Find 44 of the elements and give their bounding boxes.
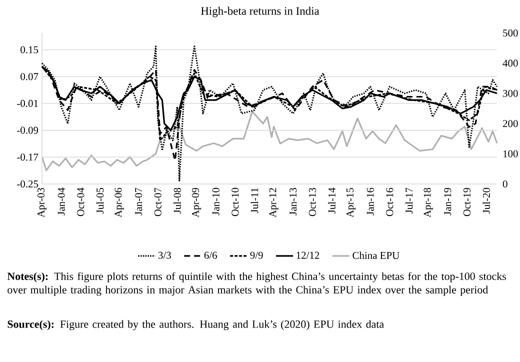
x-tick-label: Apr-06 <box>114 188 124 218</box>
legend-label: 9/9 <box>250 252 263 259</box>
x-tick-label: Jul-05 <box>96 188 104 214</box>
x-tick-label: Jan-16 <box>366 188 374 216</box>
x-tick-label: Jan-07 <box>135 188 142 216</box>
x-tick-label: Oct-16 <box>386 188 394 216</box>
x-tick-label: Oct-10 <box>232 188 239 216</box>
legend-label: China EPU <box>352 252 400 259</box>
x-tick-label: Jan-13 <box>290 188 297 216</box>
x-tick-label: Apr-09 <box>192 188 202 218</box>
x-tick-label: Oct-04 <box>77 188 84 216</box>
x-tick-label: Apr-03 <box>37 188 47 218</box>
y2-tick-label: 100 <box>503 150 518 158</box>
y2-tick-label: 500 <box>503 29 518 37</box>
x-tick-label: Apr-12 <box>269 188 278 218</box>
y-tick-label: 0.07 <box>20 73 38 80</box>
x-tick-label: Apr-18 <box>424 188 433 218</box>
text: Source(s): Figure created by the authors. Huang and Luk’s (2020) EPU index data <box>8 320 384 330</box>
x-tick-label: Oct-07 <box>154 188 162 216</box>
legend-label: 3/3 <box>158 252 171 259</box>
x-tick-label: Jul-14 <box>328 188 336 214</box>
x-tick-label: Jul-20 <box>482 188 490 214</box>
y-tick-label: -0.17 <box>17 154 38 161</box>
x-tick-label: Jan-04 <box>58 188 65 216</box>
y2-tick-label: 200 <box>502 120 518 128</box>
chart-title: High-beta returns in India <box>200 6 320 18</box>
y2-tick-label: 300 <box>503 90 518 97</box>
y-tick-label: -0.25 <box>17 180 38 188</box>
x-tick-label: Oct-19 <box>463 188 470 216</box>
x-tick-label: Apr-15 <box>346 188 356 218</box>
legend-label: 12/12 <box>296 252 320 259</box>
x-tick-label: Jan-10 <box>212 188 220 216</box>
y-tick-label: 0.15 <box>20 46 38 54</box>
x-tick-label: Jul-08 <box>174 188 181 214</box>
x-tick-label: Jul-17 <box>405 188 413 214</box>
x-tick-label: Oct-13 <box>308 188 316 216</box>
x-tick-label: Jan-19 <box>444 188 452 216</box>
text: Notes(s): This figure plots returns of quintile with the highest China’s uncertainty betas for the top-100 stocks over multiple trading horizons in major Asian markets with the China’s EPU index over the sample period <box>7 272 506 296</box>
y-tick-label: -0.09 <box>17 126 38 134</box>
y-tick-label: -0.01 <box>17 100 38 108</box>
y2-tick-label: 400 <box>502 60 518 67</box>
legend-label: 6/6 <box>204 252 217 259</box>
x-tick-label: Jul-11 <box>250 188 258 214</box>
y2-tick-label: 0 <box>502 180 508 188</box>
